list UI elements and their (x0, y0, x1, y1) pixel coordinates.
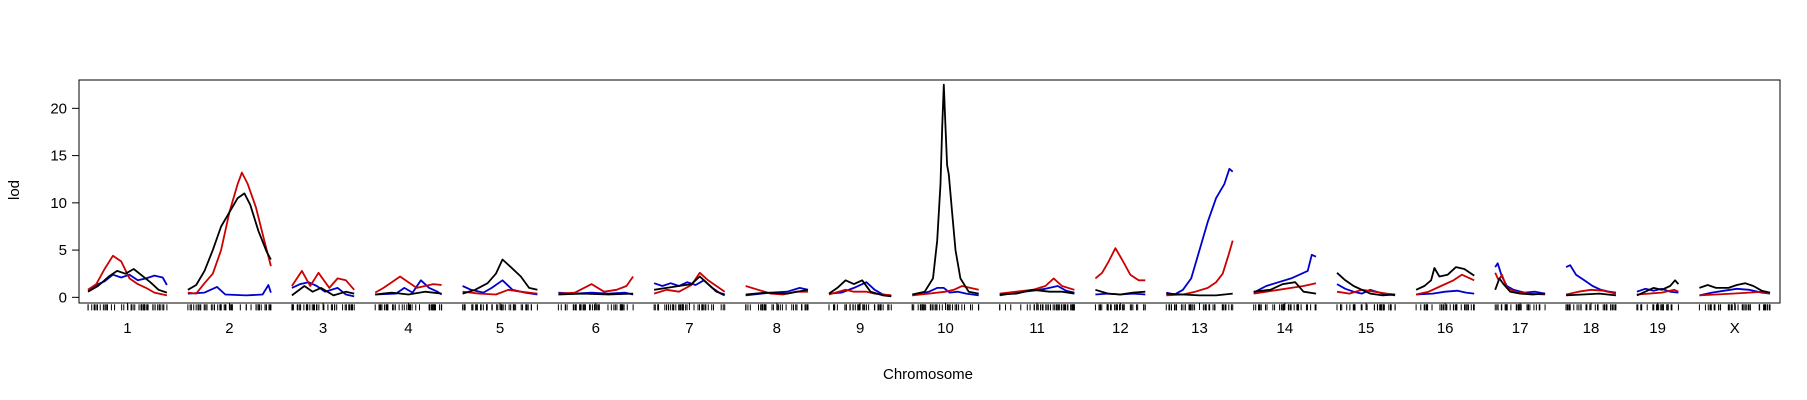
chromosome-label: 3 (319, 320, 327, 337)
lod-line-black-chr-X (1699, 282, 1771, 294)
lod-line-black-chr-11 (999, 288, 1075, 296)
lod-line-red-chr-2 (187, 171, 272, 295)
lod-line-red-chr-10 (912, 285, 979, 297)
chromosome-label: 19 (1649, 320, 1666, 337)
lod-line-red-chr-19 (1636, 288, 1679, 296)
lod-line-red-chr-5 (462, 288, 538, 296)
chromosome-label: 16 (1437, 320, 1454, 337)
lod-line-black-chr-10 (912, 83, 979, 296)
chromosome-label: 11 (1029, 320, 1045, 337)
y-axis-label: lod (6, 180, 23, 200)
lod-line-blue-chr-18 (1565, 264, 1617, 294)
chromosome-label: 13 (1191, 320, 1208, 337)
chromosome-label: 6 (592, 320, 600, 337)
lod-line-black-chr-19 (1636, 279, 1680, 297)
lod-line-black-chr-2 (187, 192, 272, 291)
lod-line-blue-chr-2 (187, 284, 272, 297)
lod-line-black-chr-15 (1336, 272, 1396, 297)
lod-line-black-chr-6 (558, 292, 634, 296)
lod-line-black-chr-16 (1415, 266, 1475, 291)
chromosome-label: 10 (937, 320, 954, 337)
lod-line-black-chr-18 (1566, 292, 1616, 297)
chromosome-label: 2 (225, 320, 233, 337)
lod-line-red-chr-3 (291, 270, 355, 291)
x-axis: 1 2 3 4 5 6 7 8 9 10 11 12 13 14 15 16 17 18 19 X (123, 302, 1740, 337)
lod-line-black-chr-7 (653, 275, 725, 296)
lod-line-blue-chr-10 (912, 287, 979, 297)
chromosome-label: 9 (856, 320, 864, 337)
lod-line-red-chr-4 (374, 275, 442, 294)
x-axis-label: Chromosome (883, 366, 973, 383)
y-tick-label: 5 (59, 242, 67, 259)
y-tick-label: 10 (50, 195, 67, 212)
chromosome-label: 15 (1358, 320, 1375, 337)
y-tick-label: 20 (50, 100, 67, 117)
lod-line-blue-chr-13 (1166, 167, 1234, 296)
lod-line-red-chr-X (1699, 290, 1771, 297)
lod-line-blue-chr-14 (1253, 253, 1317, 294)
lod-line-blue-chr-16 (1416, 289, 1475, 296)
lod-line-black-chr-5 (462, 258, 538, 295)
y-axis: 0 5 10 15 20 (50, 100, 80, 306)
lod-line-black-chr-1 (87, 268, 168, 294)
plot-box (78, 79, 1781, 304)
lod-line-red-chr-7 (653, 271, 726, 295)
lod-line-red-chr-1 (87, 254, 168, 297)
lod-line-red-chr-15 (1336, 288, 1396, 296)
lod-line-red-chr-12 (1094, 247, 1146, 282)
lod-line-red-chr-18 (1565, 288, 1617, 296)
chromosome-label: 4 (404, 320, 412, 337)
lod-line-black-chr-4 (375, 290, 442, 296)
lod-line-black-chr-9 (828, 279, 892, 298)
lod-line-blue-chr-17 (1494, 262, 1546, 295)
chromosome-label: 1 (123, 320, 131, 337)
lod-line-red-chr-16 (1415, 273, 1475, 296)
series-lines (87, 83, 1771, 298)
marker-rug (87, 304, 1771, 311)
lod-line-black-chr-8 (745, 288, 809, 296)
lod-line-red-chr-11 (999, 277, 1075, 295)
lod-line-red-chr-6 (558, 275, 634, 295)
chromosome-label: 7 (685, 320, 693, 337)
chromosome-label: 5 (496, 320, 504, 337)
chromosome-label: 12 (1112, 320, 1129, 337)
chromosome-label: 14 (1276, 320, 1293, 337)
lod-line-black-chr-3 (291, 285, 355, 297)
lod-line-red-chr-14 (1253, 282, 1317, 295)
chromosome-label: 17 (1512, 320, 1529, 337)
y-tick-label: 15 (50, 148, 67, 165)
y-tick-label: 0 (59, 289, 67, 306)
lod-line-black-chr-17 (1494, 277, 1546, 296)
chromosome-label: 8 (773, 320, 781, 337)
chromosome-label: 18 (1583, 320, 1600, 337)
lod-line-black-chr-14 (1253, 281, 1317, 295)
lod-line-black-chr-12 (1095, 288, 1146, 296)
lod-line-black-chr-13 (1166, 292, 1233, 297)
chromosome-label: X (1730, 320, 1740, 337)
lod-line-blue-chr-9 (828, 281, 892, 297)
